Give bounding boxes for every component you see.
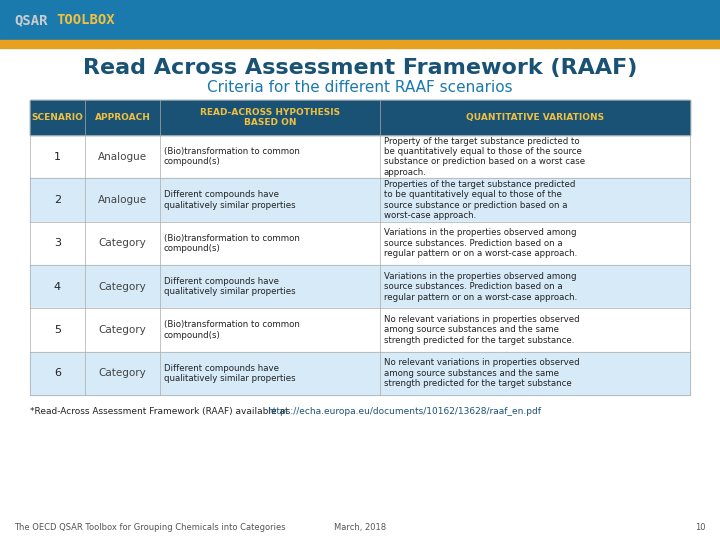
Text: https://echa.europa.eu/documents/10162/13628/raaf_en.pdf: https://echa.europa.eu/documents/10162/1… [267,407,541,416]
Text: Different compounds have
qualitatively similar properties: Different compounds have qualitatively s… [164,277,296,296]
Text: SCENARIO: SCENARIO [32,113,84,122]
Text: The OECD QSAR Toolbox for Grouping Chemicals into Categories: The OECD QSAR Toolbox for Grouping Chemi… [14,523,286,532]
Text: No relevant variations in properties observed
among source substances and the sa: No relevant variations in properties obs… [384,359,580,388]
Text: Read Across Assessment Framework (RAAF): Read Across Assessment Framework (RAAF) [83,58,637,78]
Bar [30,221,690,265]
Bar [30,100,690,135]
Text: QSAR: QSAR [14,13,48,27]
Text: Category: Category [99,282,146,292]
Text: Analogue: Analogue [98,195,147,205]
Text: 10: 10 [696,523,706,532]
Text: Category: Category [99,238,146,248]
Text: 2: 2 [54,195,61,205]
Text: APPROACH: APPROACH [94,113,150,122]
Text: *Read-Across Assessment Framework (RAAF) available at: *Read-Across Assessment Framework (RAAF)… [30,407,292,416]
Bar [30,352,690,395]
Text: Variations in the properties observed among
source substances. Prediction based : Variations in the properties observed am… [384,228,577,258]
Text: Properties of the target substance predicted
to be quantitatively equal to those: Properties of the target substance predi… [384,180,575,220]
Text: Property of the target substance predicted to
be quantitatively equal to those o: Property of the target substance predict… [384,137,585,177]
Bar [0,40,720,48]
Text: Category: Category [99,368,146,379]
Text: 1: 1 [54,152,61,161]
Text: Different compounds have
qualitatively similar properties: Different compounds have qualitatively s… [164,190,296,210]
Text: No relevant variations in properties observed
among source substances and the sa: No relevant variations in properties obs… [384,315,580,345]
Bar [0,0,720,40]
Text: 3: 3 [54,238,61,248]
Bar [30,308,690,352]
Text: 4: 4 [54,282,61,292]
Text: 6: 6 [54,368,61,379]
Text: Analogue: Analogue [98,152,147,161]
Text: (Bio)transformation to common
compound(s): (Bio)transformation to common compound(s… [164,147,300,166]
Text: Category: Category [99,325,146,335]
Bar [30,178,690,221]
Text: Variations in the properties observed among
source substances. Prediction based : Variations in the properties observed am… [384,272,577,301]
Text: Criteria for the different RAAF scenarios: Criteria for the different RAAF scenario… [207,79,513,94]
Bar [30,135,690,178]
Text: March, 2018: March, 2018 [334,523,386,532]
Text: TOOLBOX: TOOLBOX [56,13,114,27]
Text: (Bio)transformation to common
compound(s): (Bio)transformation to common compound(s… [164,320,300,340]
Text: READ-ACROSS HYPOTHESIS
BASED ON: READ-ACROSS HYPOTHESIS BASED ON [200,108,340,127]
Text: 5: 5 [54,325,61,335]
Text: Different compounds have
qualitatively similar properties: Different compounds have qualitatively s… [164,363,296,383]
Bar [30,265,690,308]
Text: QUANTITATIVE VARIATIONS: QUANTITATIVE VARIATIONS [466,113,604,122]
Text: (Bio)transformation to common
compound(s): (Bio)transformation to common compound(s… [164,234,300,253]
